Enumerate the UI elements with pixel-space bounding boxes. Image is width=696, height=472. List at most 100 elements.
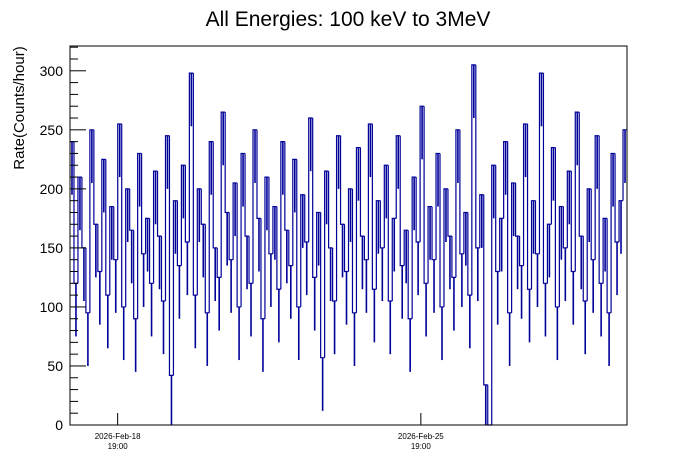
data-bin	[144, 217, 150, 254]
data-bin	[499, 217, 504, 272]
data-bin	[526, 123, 532, 290]
y-tick-label: 250	[40, 122, 64, 138]
data-bin	[570, 171, 576, 273]
data-bin	[121, 123, 126, 308]
data-bin	[534, 200, 540, 255]
data-bin	[272, 205, 277, 254]
data-bin	[228, 212, 234, 261]
x-tick-label-date: 2026-Feb-18	[95, 432, 141, 441]
data-bin	[415, 177, 421, 243]
data-bin	[606, 218, 612, 314]
y-axis-label: Rate(Counts/hour)	[11, 46, 28, 169]
data-bin	[566, 170, 572, 248]
data-bin	[113, 206, 118, 261]
data-bin	[427, 205, 433, 284]
data-bin	[256, 129, 261, 219]
data-bin	[359, 147, 365, 237]
data-bin	[363, 236, 369, 261]
data-bin	[439, 153, 444, 308]
data-bin	[304, 194, 309, 243]
data-bin	[244, 153, 250, 237]
data-bin	[216, 247, 222, 279]
data-bin	[586, 188, 592, 302]
data-bin	[614, 153, 620, 243]
data-bin	[129, 188, 134, 231]
data-bin	[395, 135, 401, 219]
x-tick-label-time: 19:00	[108, 442, 129, 451]
data-bin	[471, 64, 476, 296]
data-bin	[236, 182, 242, 308]
data-bin	[419, 105, 425, 242]
data-bin	[515, 182, 520, 237]
data-bin	[81, 177, 86, 249]
y-tick-label: 300	[40, 63, 64, 79]
y-tick-label: 100	[40, 299, 64, 315]
chart-title: All Energies: 100 keV to 3MeV	[206, 8, 491, 31]
axes: 0501001502002503002026-Feb-1819:002026-F…	[40, 46, 444, 451]
data-bin	[507, 141, 512, 314]
data-bin	[459, 129, 464, 255]
data-bin	[335, 135, 341, 302]
data-bin	[324, 170, 329, 358]
data-bin	[431, 206, 437, 261]
data-bin	[164, 135, 170, 302]
data-bin	[200, 188, 206, 225]
data-bin	[296, 159, 301, 308]
data-bin	[347, 188, 353, 272]
data-bin	[435, 152, 441, 260]
data-bin	[105, 159, 110, 296]
data-bin	[184, 165, 190, 243]
data-bin	[141, 153, 146, 255]
y-tick-label: 0	[55, 417, 63, 433]
data-bin	[495, 165, 500, 273]
data-bin	[343, 224, 349, 273]
data-bin	[610, 152, 616, 313]
data-bin	[93, 129, 98, 225]
data-bin	[339, 135, 345, 225]
data-bin	[268, 177, 273, 255]
data-bin	[371, 123, 377, 290]
data-bin	[351, 188, 357, 314]
data-bin	[451, 236, 456, 279]
y-tick-label: 200	[40, 181, 64, 197]
data-bin	[447, 188, 452, 237]
data-bin	[320, 212, 325, 359]
data-bin	[483, 194, 488, 386]
data-bin	[602, 217, 608, 284]
data-bin	[578, 112, 584, 237]
data-bin	[240, 152, 246, 307]
y-tick-label: 50	[47, 358, 63, 374]
data-bin	[152, 170, 158, 284]
data-bin	[276, 206, 281, 290]
data-bin	[312, 118, 317, 279]
y-tick-label: 150	[40, 240, 64, 256]
data-bin	[590, 188, 596, 261]
data-bin	[224, 112, 230, 214]
data-bin	[308, 117, 313, 242]
plot-frame	[69, 45, 628, 426]
x-tick-label-time: 19:00	[411, 442, 432, 451]
data-bin	[204, 224, 210, 314]
data-bin	[558, 205, 564, 307]
data-bin	[85, 247, 90, 314]
x-tick-label-date: 2026-Feb-25	[398, 432, 444, 441]
data-bin	[554, 147, 560, 308]
data-bin	[328, 171, 333, 249]
data-bin	[467, 212, 472, 296]
data-series	[70, 64, 627, 426]
data-bin	[212, 141, 218, 249]
data-bin	[137, 152, 142, 319]
data-bin	[168, 135, 174, 377]
data-bin	[97, 224, 102, 273]
data-bin	[125, 188, 130, 307]
data-bin	[391, 217, 397, 302]
data-bin	[594, 135, 600, 260]
data-bin	[284, 141, 289, 231]
data-bin	[443, 188, 448, 307]
data-bin	[546, 223, 552, 284]
data-bin	[196, 188, 202, 296]
data-bin	[109, 205, 114, 296]
data-bin	[156, 171, 162, 237]
data-bin	[192, 73, 198, 296]
